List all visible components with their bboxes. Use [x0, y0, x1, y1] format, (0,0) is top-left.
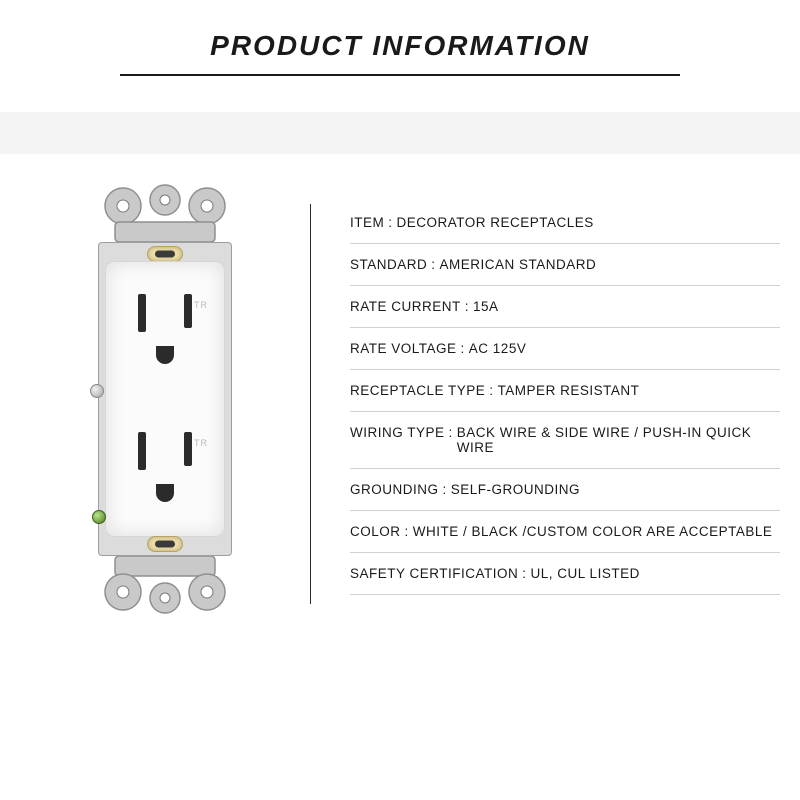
mount-screw-slot-bottom: [147, 536, 183, 552]
ground-hole-icon: [156, 484, 174, 502]
spec-row-color: COLOR : WHITE / BLACK /CUSTOM COLOR ARE …: [350, 511, 780, 553]
mounting-bracket-top-icon: [95, 184, 235, 244]
spec-list: ITEM : DECORATOR RECEPTACLES STANDARD : …: [290, 184, 800, 614]
spec-label: RECEPTACLE TYPE: [350, 383, 485, 398]
spec-sep: :: [457, 341, 469, 356]
separator-band: [0, 112, 800, 154]
content-area: TR TR ITEM : DECORATOR RECEPTACLES STAND…: [0, 154, 800, 614]
receptacle-upper: TR: [120, 280, 210, 380]
spec-sep: :: [445, 425, 457, 455]
spec-value: DECORATOR RECEPTACLES: [397, 215, 594, 230]
receptacle-lower: TR: [120, 418, 210, 518]
header: PRODUCT INFORMATION: [0, 0, 800, 76]
spec-label: STANDARD: [350, 257, 427, 272]
spec-label: WIRING TYPE: [350, 425, 445, 455]
tr-mark-upper: TR: [194, 300, 208, 310]
receptacle-illustration: TR TR: [80, 184, 250, 614]
spec-row-rate-voltage: RATE VOLTAGE : AC 125V: [350, 328, 780, 370]
outlet-face: TR TR: [106, 262, 224, 536]
tr-mark-lower: TR: [194, 438, 208, 448]
spec-value: TAMPER RESISTANT: [498, 383, 640, 398]
title-underline: [120, 74, 680, 76]
ground-hole-icon: [156, 346, 174, 364]
spec-row-grounding: GROUNDING : SELF-GROUNDING: [350, 469, 780, 511]
spec-label: RATE CURRENT: [350, 299, 461, 314]
vertical-divider: [310, 204, 311, 604]
spec-value: 15A: [473, 299, 499, 314]
spec-label: RATE VOLTAGE: [350, 341, 457, 356]
mount-screw-slot-top: [147, 246, 183, 262]
spec-row-item: ITEM : DECORATOR RECEPTACLES: [350, 202, 780, 244]
spec-sep: :: [401, 524, 413, 539]
spec-value: SELF-GROUNDING: [451, 482, 580, 497]
spec-label: GROUNDING: [350, 482, 439, 497]
spec-label: ITEM: [350, 215, 384, 230]
spec-sep: :: [485, 383, 497, 398]
spec-row-wiring-type: WIRING TYPE : BACK WIRE & SIDE WIRE / PU…: [350, 412, 780, 469]
spec-value: WHITE / BLACK /CUSTOM COLOR ARE ACCEPTAB…: [413, 524, 773, 539]
spec-sep: :: [384, 215, 396, 230]
spec-value: BACK WIRE & SIDE WIRE / PUSH-IN QUICK WI…: [457, 425, 780, 455]
spec-value: UL, CUL LISTED: [531, 566, 640, 581]
page-title: PRODUCT INFORMATION: [210, 30, 590, 62]
neutral-slot-icon: [138, 432, 146, 470]
spec-row-safety-cert: SAFETY CERTIFICATION : UL, CUL LISTED: [350, 553, 780, 595]
side-terminal-screw-icon: [90, 384, 104, 398]
spec-row-rate-current: RATE CURRENT : 15A: [350, 286, 780, 328]
spec-sep: :: [461, 299, 473, 314]
product-image-column: TR TR: [0, 184, 290, 614]
spec-row-standard: STANDARD : AMERICAN STANDARD: [350, 244, 780, 286]
hot-slot-icon: [184, 432, 192, 466]
ground-screw-icon: [92, 510, 106, 524]
hot-slot-icon: [184, 294, 192, 328]
spec-value: AMERICAN STANDARD: [440, 257, 597, 272]
spec-row-receptacle-type: RECEPTACLE TYPE : TAMPER RESISTANT: [350, 370, 780, 412]
spec-sep: :: [427, 257, 439, 272]
spec-value: AC 125V: [469, 341, 527, 356]
spec-label: COLOR: [350, 524, 401, 539]
neutral-slot-icon: [138, 294, 146, 332]
mounting-bracket-bottom-icon: [95, 554, 235, 614]
spec-label: SAFETY CERTIFICATION: [350, 566, 518, 581]
spec-sep: :: [439, 482, 451, 497]
spec-sep: :: [518, 566, 530, 581]
